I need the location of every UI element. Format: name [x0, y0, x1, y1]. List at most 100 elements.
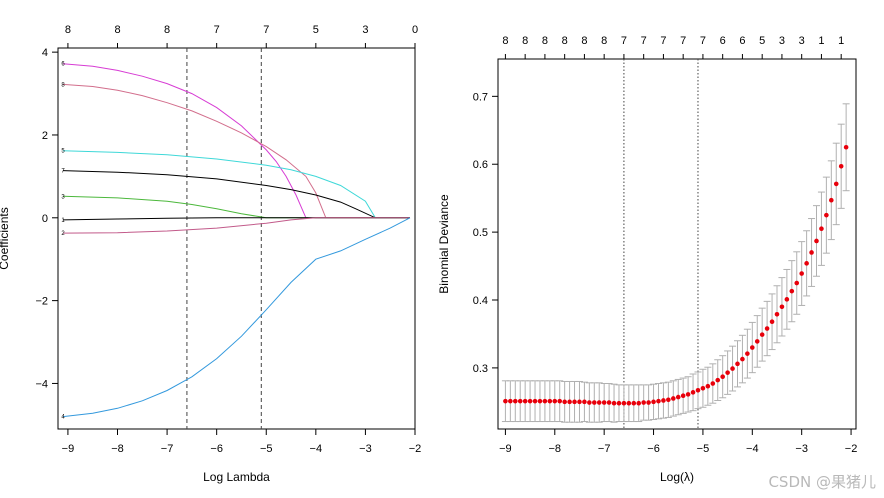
deviance-point — [843, 144, 849, 150]
deviance-point — [838, 163, 844, 169]
deviance-point — [572, 399, 577, 405]
deviance-point — [587, 400, 592, 405]
x-tick-label: −3 — [795, 443, 808, 455]
deviance-point — [611, 400, 617, 406]
coef-path-label-5: 5 — [61, 149, 65, 155]
deviance-point — [829, 197, 834, 203]
top-axis-label: 8 — [164, 24, 170, 36]
coef-path-7 — [62, 170, 410, 219]
deviance-point — [656, 398, 661, 404]
x-tick-label: −8 — [111, 443, 124, 455]
deviance-point — [824, 212, 829, 218]
deviance-point — [621, 400, 627, 406]
deviance-point — [794, 280, 800, 286]
watermark: CSDN @果猪儿 — [768, 473, 876, 491]
deviance-point — [636, 400, 642, 406]
x-tick-label: −8 — [549, 443, 562, 455]
deviance-point — [769, 319, 775, 325]
coef-path-2 — [62, 217, 410, 234]
x-tick-label: −6 — [647, 443, 660, 455]
x-tick-label: −7 — [161, 443, 174, 455]
deviance-point — [591, 400, 597, 405]
x-tick-label: −9 — [62, 443, 75, 455]
top-axis-label: 1 — [818, 35, 824, 47]
plot-frame — [497, 58, 857, 430]
deviance-point — [562, 399, 567, 405]
deviance-point — [705, 383, 711, 389]
y-axis-title: Coefficients — [0, 207, 11, 269]
x-tick-label: −7 — [598, 443, 611, 455]
x-tick-label: −3 — [359, 443, 372, 455]
deviance-point — [809, 250, 814, 255]
top-axis-label: 7 — [263, 24, 269, 36]
top-axis-label: 7 — [660, 35, 666, 47]
deviance-point — [720, 374, 725, 380]
deviance-point — [552, 398, 558, 404]
deviance-point — [537, 398, 543, 404]
deviance-point — [631, 400, 637, 406]
top-axis-label: 0 — [412, 24, 418, 36]
top-axis-label: 7 — [680, 35, 686, 47]
y-tick-label: 4 — [42, 47, 48, 59]
deviance-point — [685, 392, 691, 397]
coef-path-label-2: 2 — [61, 231, 65, 237]
x-axis-title: Log(λ) — [660, 470, 694, 484]
deviance-point — [661, 398, 666, 403]
y-tick-label: −2 — [35, 296, 48, 308]
deviance-point — [596, 400, 602, 405]
top-axis-label: 7 — [641, 35, 647, 47]
top-axis-label: 8 — [114, 24, 120, 36]
top-axis-label: 7 — [214, 24, 220, 36]
x-tick-label: −4 — [746, 443, 759, 455]
deviance-point — [527, 398, 533, 404]
top-axis-label: 8 — [522, 35, 528, 47]
x-tick-label: −5 — [260, 443, 273, 455]
deviance-point — [745, 351, 750, 356]
top-axis-label: 5 — [313, 24, 319, 36]
top-axis-label: 3 — [362, 24, 368, 36]
deviance-point — [517, 398, 523, 404]
deviance-point — [814, 238, 819, 244]
deviance-point — [804, 261, 809, 266]
deviance-point — [606, 400, 612, 405]
top-axis-label: 8 — [65, 24, 71, 36]
deviance-point — [789, 288, 795, 294]
top-axis-label: 6 — [739, 35, 745, 47]
top-axis-label: 5 — [759, 35, 765, 47]
x-tick-label: −2 — [845, 443, 858, 455]
cv-deviance-plot: −9 −8 −7 −6 −5 −4 −3 −2 0.3 0.4 0.5 0.6 0.7 8 8 8 8 8 8 7 7 7… — [437, 35, 857, 484]
top-axis-label: 7 — [621, 35, 627, 47]
top-axis-label: 8 — [581, 35, 587, 47]
coef-path-label-3: 3 — [61, 194, 65, 200]
coef-path-5 — [62, 150, 410, 219]
deviance-point — [557, 398, 563, 404]
coef-path-label-4: 4 — [61, 415, 65, 421]
deviance-point — [715, 377, 721, 383]
top-axis-label: 6 — [720, 35, 726, 47]
x-tick-label: −5 — [697, 443, 710, 455]
deviance-point — [754, 339, 760, 344]
coef-path-label-7: 7 — [61, 169, 65, 175]
x-tick-label: −6 — [210, 443, 223, 455]
coef-path-3 — [62, 195, 410, 219]
deviance-point — [626, 400, 632, 406]
y-tick-label: −4 — [35, 378, 48, 390]
deviance-point — [542, 398, 548, 404]
y-tick-label: 0 — [42, 213, 48, 225]
top-axis-label: 3 — [799, 35, 805, 47]
deviance-point — [512, 398, 518, 404]
coef-path-8 — [62, 83, 410, 219]
top-axis-label: 7 — [700, 35, 706, 47]
deviance-point — [567, 399, 572, 405]
deviance-point — [601, 400, 607, 405]
deviance-point — [616, 400, 622, 406]
deviance-point — [582, 399, 587, 405]
deviance-point — [759, 332, 765, 337]
deviance-point — [695, 388, 701, 393]
top-axis-label: 8 — [562, 35, 568, 47]
deviance-point — [577, 399, 582, 405]
y-tick-label: 2 — [42, 130, 48, 142]
deviance-point — [725, 370, 730, 375]
deviance-point — [833, 181, 839, 187]
x-tick-label: −9 — [499, 443, 512, 455]
